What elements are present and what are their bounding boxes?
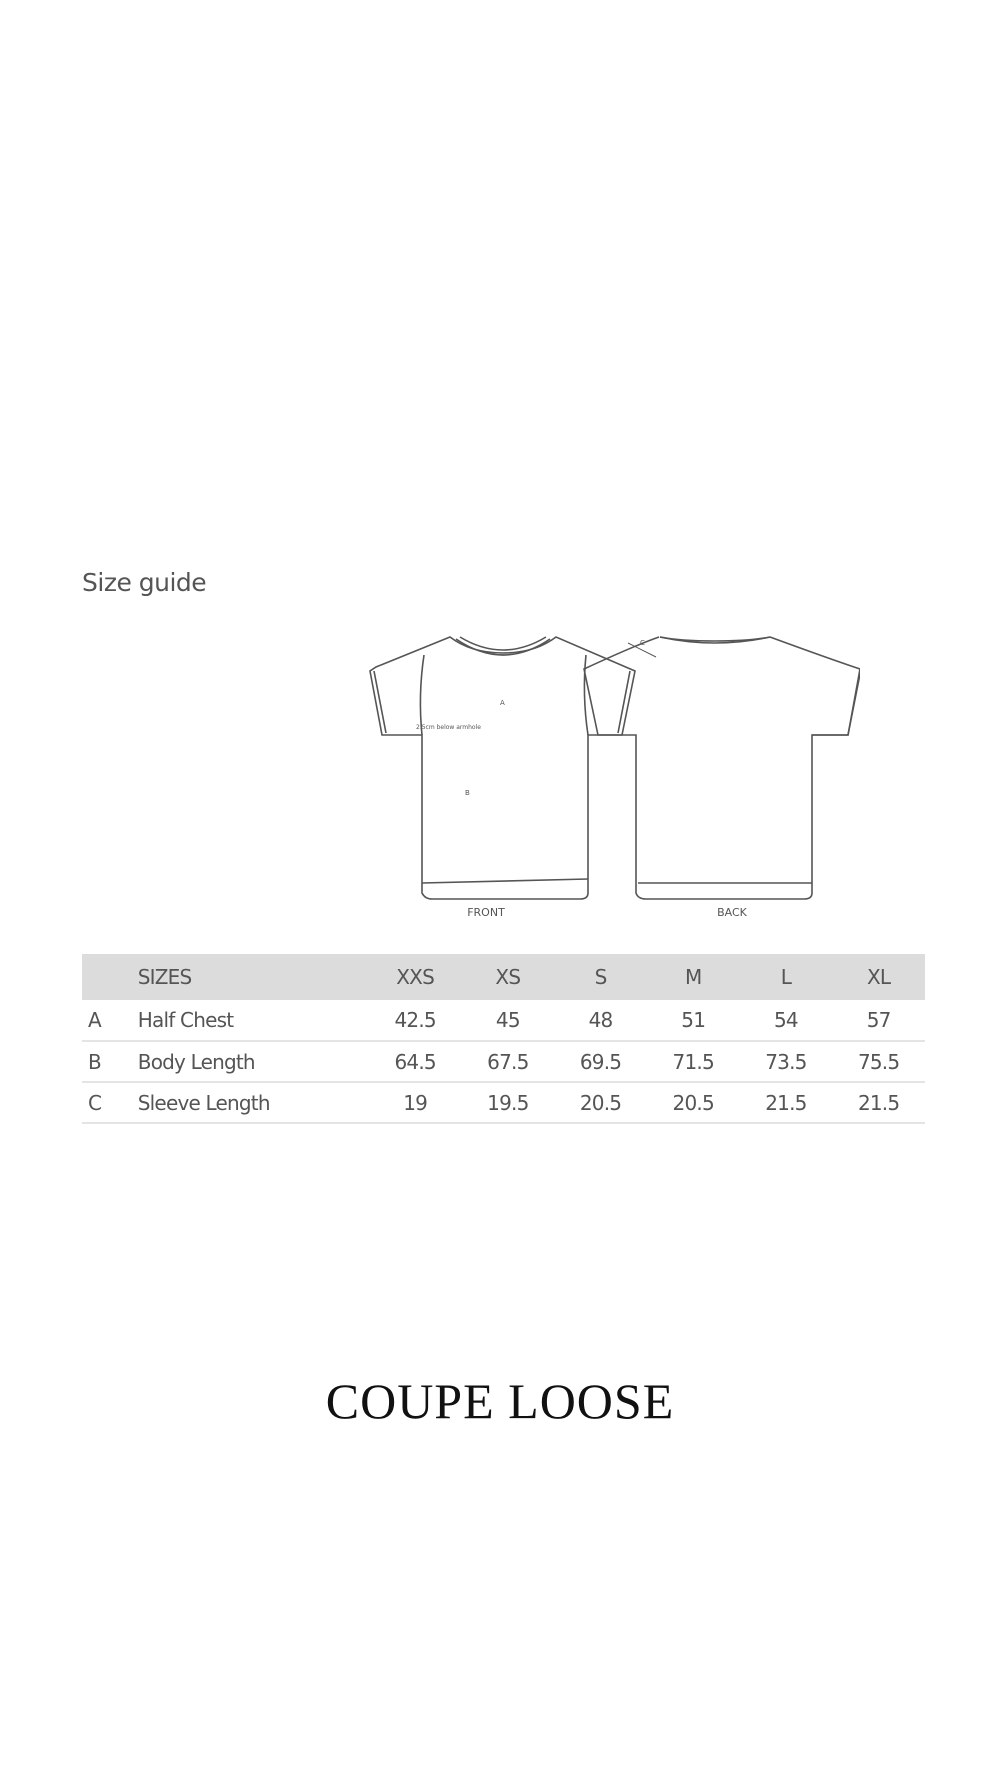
measurement-cell: 21.5 — [765, 1090, 807, 1115]
measurement-cell: 20.5 — [579, 1090, 622, 1115]
row-letter: B — [88, 1049, 102, 1074]
row-label: Sleeve Length — [137, 1090, 271, 1115]
measurement-cell: 54 — [773, 1008, 799, 1032]
size-s: S — [594, 965, 608, 989]
row-label: Body Length — [137, 1049, 256, 1074]
front-tshirt-drawing — [369, 636, 657, 900]
back-tshirt-drawing — [583, 636, 860, 900]
row-letter: A — [88, 1008, 102, 1032]
sizes-header: SIZES — [137, 965, 192, 989]
measurement-cell: 20.5 — [672, 1090, 715, 1115]
measurement-cell: 19 — [403, 1090, 428, 1115]
size-xl: XL — [866, 965, 891, 989]
front-label: FRONT — [467, 906, 505, 919]
measurement-cell: 19.5 — [487, 1090, 529, 1115]
size-guide-title: Size guide — [82, 568, 207, 597]
row-label: Half Chest — [137, 1008, 234, 1032]
measurement-cell: 42.5 — [394, 1008, 436, 1032]
annotation-c: C — [640, 639, 645, 647]
table-row: C Sleeve Length 19 19.5 20.5 20.5 21.5 21.5 — [82, 1082, 925, 1123]
size-m: M — [684, 965, 702, 989]
armhole-note: 2.5cm below armhole — [416, 724, 481, 731]
table-row: A Half Chest 42.5 45 48 51 54 57 — [82, 1000, 925, 1041]
measurement-cell: 57 — [866, 1008, 892, 1032]
table-row: B Body Length 64.5 67.5 69.5 71.5 73.5 75.5 — [82, 1041, 925, 1082]
measurement-cell: 75.5 — [857, 1049, 900, 1074]
measurement-cell: 45 — [495, 1008, 521, 1032]
row-letter: C — [88, 1090, 102, 1115]
size-xs: XS — [495, 965, 521, 989]
measurement-cell: 51 — [681, 1008, 706, 1032]
measurement-cell: 48 — [588, 1008, 614, 1032]
measurement-cell: 69.5 — [579, 1049, 622, 1074]
annotation-b: B — [465, 789, 470, 797]
size-table: SIZES XXS XS S M L XL A Half Chest 42.5 45 4… — [82, 954, 925, 1124]
back-label: BACK — [717, 906, 747, 919]
measurement-cell: 71.5 — [672, 1049, 715, 1074]
measurement-cell: 64.5 — [394, 1049, 436, 1074]
size-l: L — [780, 965, 792, 989]
size-header-row: SIZES XXS XS S M L XL — [82, 954, 925, 1000]
size-xxs: XXS — [396, 965, 435, 989]
fit-label: COUPE LOOSE — [325, 1373, 675, 1429]
tshirt-diagram: 2.5cm below armhole A B C — [369, 636, 860, 900]
measurement-cell: 73.5 — [765, 1049, 807, 1074]
measurement-cell: 21.5 — [857, 1090, 900, 1115]
annotation-a: A — [500, 699, 505, 707]
measurement-cell: 67.5 — [487, 1049, 529, 1074]
